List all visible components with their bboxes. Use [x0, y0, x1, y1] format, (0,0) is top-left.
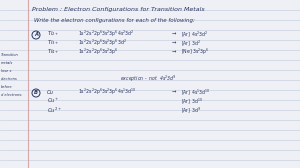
Text: Cu$^{2+}$: Cu$^{2+}$	[47, 105, 62, 115]
Text: →: →	[172, 50, 176, 54]
Text: Ti$_{3+}$: Ti$_{3+}$	[47, 38, 59, 47]
Text: B: B	[34, 91, 38, 95]
Text: 1s$^2$2s$^2$2p$^6$3s$^2$3p$^6$3d$^2$: 1s$^2$2s$^2$2p$^6$3s$^2$3p$^6$3d$^2$	[78, 38, 127, 48]
Text: before: before	[1, 85, 13, 89]
Text: [Ne] 3s$^2$3p$^6$: [Ne] 3s$^2$3p$^6$	[181, 47, 210, 57]
Text: Cu: Cu	[47, 90, 54, 94]
Text: Ti$_{2+}$: Ti$_{2+}$	[47, 30, 59, 38]
Text: Ti$_{4+}$: Ti$_{4+}$	[47, 48, 59, 56]
Text: [Ar] 3d$^{10}$: [Ar] 3d$^{10}$	[181, 96, 203, 106]
Text: Problem : Electron Configurations for Transition Metals: Problem : Electron Configurations for Tr…	[32, 7, 205, 12]
Text: [Ar] 3d$^2$: [Ar] 3d$^2$	[181, 38, 201, 48]
Text: electrons: electrons	[1, 77, 18, 81]
Text: Write the electron configurations for each of the following:: Write the electron configurations for ea…	[34, 18, 195, 23]
Text: →: →	[172, 32, 176, 36]
Text: lose s: lose s	[1, 69, 11, 73]
Text: [Ar] 4s$^1$3d$^{10}$: [Ar] 4s$^1$3d$^{10}$	[181, 87, 211, 97]
Text: [Ar] 3d$^9$: [Ar] 3d$^9$	[181, 105, 201, 115]
Text: A: A	[34, 32, 38, 37]
Text: 1s$^2$2s$^2$2p$^6$3s$^2$3p$^6$4s$^1$3d$^{10}$: 1s$^2$2s$^2$2p$^6$3s$^2$3p$^6$4s$^1$3d$^…	[78, 87, 136, 97]
Text: →: →	[172, 90, 176, 94]
Text: 1s$^2$2s$^2$2p$^6$3s$^2$3p$^6$: 1s$^2$2s$^2$2p$^6$3s$^2$3p$^6$	[78, 47, 119, 57]
Text: exception -  not  4s$^2$3d$^9$: exception - not 4s$^2$3d$^9$	[120, 74, 177, 84]
Text: Cu$^+$: Cu$^+$	[47, 97, 59, 106]
Text: 1s$^2$2s$^2$2p$^6$3s$^2$3p$^6$4s$^2$3d$^2$: 1s$^2$2s$^2$2p$^6$3s$^2$3p$^6$4s$^2$3d$^…	[78, 29, 134, 39]
Text: →: →	[172, 40, 176, 46]
Text: Transition: Transition	[1, 53, 19, 57]
Text: d electrons:: d electrons:	[1, 93, 22, 97]
Text: metals: metals	[1, 61, 13, 65]
Text: [Ar] 4s$^2$3d$^2$: [Ar] 4s$^2$3d$^2$	[181, 29, 208, 39]
